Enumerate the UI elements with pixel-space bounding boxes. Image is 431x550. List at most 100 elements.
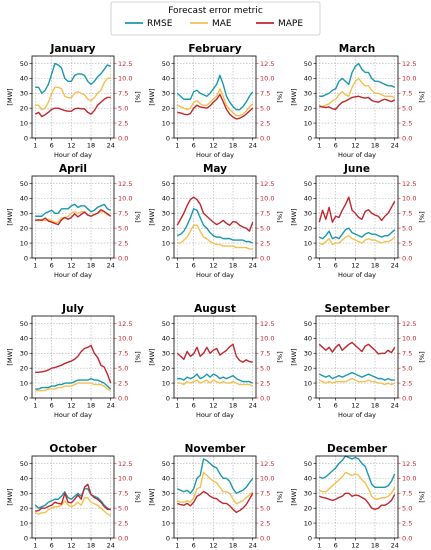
- y-tick-label-right: 2.5: [118, 379, 128, 387]
- y-tick-label-left: 10: [162, 379, 170, 387]
- y-tick-label-left: 50: [162, 320, 170, 328]
- x-tick-label: 1: [317, 262, 321, 270]
- panel-title: January: [49, 43, 95, 55]
- y-tick-label-right: 2.5: [402, 119, 412, 127]
- y-tick-label-right: 2.5: [118, 519, 128, 527]
- y-tick-label-left: 20: [162, 224, 170, 232]
- series-mae-january: [35, 77, 111, 111]
- y-tick-label-left: 50: [20, 320, 28, 328]
- y-axis-label-left: [MW]: [290, 88, 298, 105]
- y-tick-label-left: 50: [20, 460, 28, 468]
- y-tick-label-left: 0: [166, 534, 170, 542]
- y-tick-label-right: 7.5: [118, 90, 128, 98]
- y-tick-label-right: 7.5: [260, 350, 270, 358]
- x-tick-label: 24: [107, 402, 115, 410]
- x-tick-label: 1: [175, 402, 179, 410]
- y-axis-label-right: [%]: [134, 211, 142, 222]
- y-tick-label-right: 0.0: [402, 134, 412, 142]
- y-tick-label-left: 50: [20, 60, 28, 68]
- series-rmse-november: [176, 458, 254, 494]
- y-tick-label-right: 2.5: [402, 379, 412, 387]
- x-axis-label: Hour of day: [338, 151, 376, 159]
- y-tick-label-left: 20: [304, 224, 312, 232]
- x-tick-label: 12: [209, 262, 217, 270]
- x-tick-label: 12: [67, 142, 75, 150]
- panel-title: February: [188, 43, 241, 55]
- y-tick-label-right: 10.0: [402, 475, 416, 483]
- panel-december: 16121824010203040500.02.55.07.510.012.5H…: [290, 443, 426, 550]
- y-tick-label-right: 5.0: [118, 504, 128, 512]
- x-tick-label: 1: [175, 542, 179, 550]
- x-tick-label: 1: [317, 402, 321, 410]
- series-mape-february: [177, 93, 254, 120]
- y-axis-label-left: [MW]: [6, 348, 14, 365]
- y-tick-label-left: 0: [166, 134, 170, 142]
- x-tick-label: 18: [229, 262, 237, 270]
- legend-title: Forecast error metric: [168, 6, 263, 16]
- panel-frame: [31, 315, 115, 399]
- x-tick-label: 24: [249, 142, 257, 150]
- x-tick-label: 18: [229, 542, 237, 550]
- y-tick-label-left: 0: [166, 254, 170, 262]
- y-tick-label-left: 10: [304, 519, 312, 527]
- y-axis-label-left: [MW]: [290, 208, 298, 225]
- series-mae-march: [318, 77, 396, 108]
- panel-frame: [315, 175, 399, 259]
- x-tick-label: 1: [175, 262, 179, 270]
- y-tick-label-right: 10.0: [118, 195, 132, 203]
- y-axis-label-left: [MW]: [6, 88, 14, 105]
- y-tick-label-left: 40: [304, 475, 312, 483]
- y-axis-label-right: [%]: [276, 351, 284, 362]
- series-rmse-february: [176, 74, 254, 111]
- y-tick-label-left: 30: [162, 490, 170, 498]
- y-tick-label-right: 5.0: [260, 504, 270, 512]
- y-tick-label-left: 50: [162, 460, 170, 468]
- panel-frame: [173, 455, 257, 539]
- series-mae-june: [318, 234, 396, 246]
- x-tick-label: 1: [317, 542, 321, 550]
- y-tick-label-right: 10.0: [260, 475, 274, 483]
- x-axis-label: Hour of day: [196, 411, 234, 419]
- x-tick-label: 12: [351, 402, 359, 410]
- y-tick-label-left: 20: [304, 104, 312, 112]
- y-tick-label-right: 10.0: [118, 75, 132, 83]
- y-tick-label-left: 0: [24, 134, 28, 142]
- y-tick-label-right: 2.5: [118, 239, 128, 247]
- y-tick-label-right: 0.0: [118, 254, 128, 262]
- x-tick-label: 6: [192, 142, 196, 150]
- y-tick-label-left: 30: [20, 90, 28, 98]
- panel-title: May: [203, 163, 227, 175]
- x-tick-label: 6: [192, 402, 196, 410]
- y-tick-label-right: 0.0: [118, 394, 128, 402]
- panel-title: November: [185, 443, 247, 455]
- y-tick-label-right: 7.5: [118, 350, 128, 358]
- y-axis-label-left: [MW]: [148, 208, 156, 225]
- panel-september: 1 6 12 18 24 0 10 20 30 40 50 0.0 2.5 5.0 7.5 10.0 12.5 H…: [290, 303, 426, 419]
- y-tick-label-left: 40: [20, 335, 28, 343]
- y-tick-label-left: 40: [20, 195, 28, 203]
- x-axis-label: Hour of day: [54, 151, 92, 159]
- y-tick-label-right: 0.0: [260, 534, 270, 542]
- y-axis-label-left: [MW]: [148, 348, 156, 365]
- y-tick-label-left: 20: [162, 504, 170, 512]
- y-tick-label-right: 5.0: [402, 364, 412, 372]
- x-tick-label: 12: [209, 142, 217, 150]
- x-tick-label: 1: [175, 142, 179, 150]
- y-tick-label-right: 12.5: [402, 460, 416, 468]
- x-tick-label: 12: [351, 262, 359, 270]
- series-mae-october: [34, 497, 112, 517]
- y-tick-label-right: 5.0: [402, 504, 412, 512]
- series-mae-august: [177, 379, 254, 387]
- series-rmse-august: [177, 373, 254, 384]
- y-tick-label-right: 10.0: [402, 335, 416, 343]
- x-tick-label: 18: [87, 402, 95, 410]
- y-tick-label-left: 30: [20, 210, 28, 218]
- series-rmse-december: [318, 455, 396, 489]
- x-tick-label: 12: [209, 542, 217, 550]
- y-axis-label-left: [MW]: [148, 488, 156, 505]
- series-mape-may: [176, 196, 254, 232]
- y-tick-label-left: 30: [162, 350, 170, 358]
- y-tick-label-left: 0: [308, 394, 312, 402]
- y-tick-label-right: 2.5: [118, 119, 128, 127]
